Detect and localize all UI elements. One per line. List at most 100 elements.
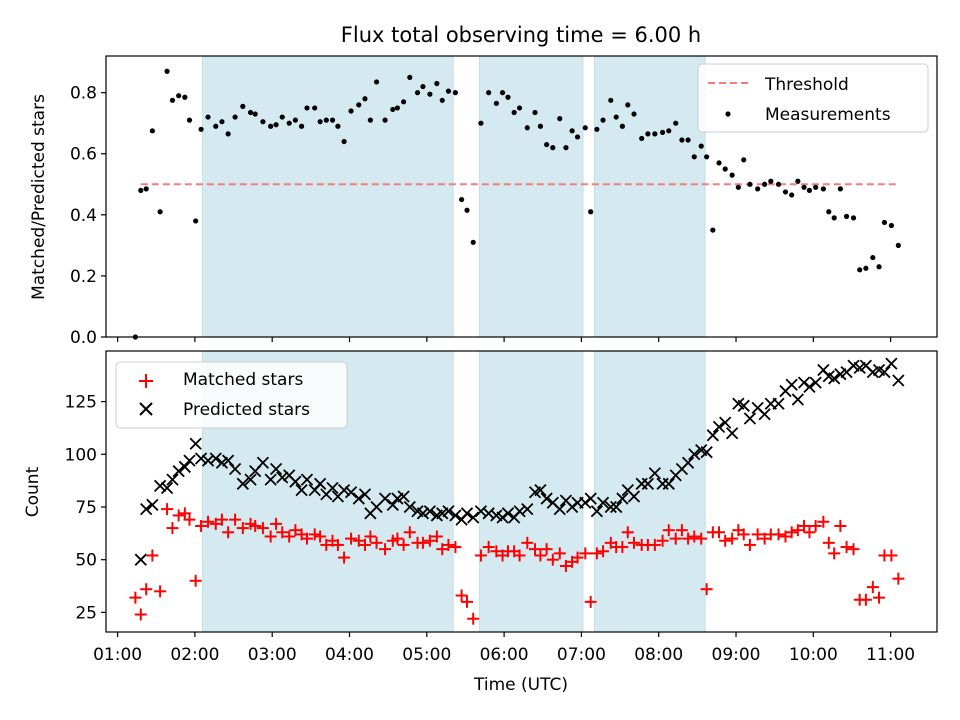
measurement-point <box>292 117 298 123</box>
matched-star-point <box>669 532 682 545</box>
predicted-star-point <box>352 492 365 505</box>
matched-star-point <box>758 532 771 545</box>
matched-star-point <box>616 541 629 554</box>
matched-star-point <box>529 543 542 556</box>
matched-star-point <box>134 608 147 621</box>
predicted-star-point <box>222 454 235 467</box>
matched-star-point <box>308 528 321 541</box>
matched-star-point <box>403 526 416 539</box>
matched-star-point <box>627 536 640 549</box>
measurement-point <box>232 114 238 120</box>
measurement-point <box>588 209 594 215</box>
measurement-point <box>673 120 679 126</box>
predicted-star-point <box>358 488 372 501</box>
legend-matched-swatch <box>139 374 153 388</box>
matched-star-point <box>785 526 798 539</box>
y-tick-label: 0.6 <box>70 145 97 165</box>
matched-star-point <box>379 543 392 556</box>
matched-star-point <box>209 517 222 530</box>
matched-star-point <box>215 513 228 526</box>
matched-star-point <box>331 538 344 551</box>
measurement-point <box>881 219 888 226</box>
bottom-legend-box <box>115 361 348 429</box>
measurement-point <box>394 105 401 111</box>
bottom-y-ticks: 25 50 75 100 125 <box>65 393 106 623</box>
measurement-point <box>414 90 421 96</box>
y-tick-label: 50 <box>75 551 97 571</box>
predicted-star-point <box>706 429 719 442</box>
matched-star-point <box>222 526 235 539</box>
y-tick-label: 0.8 <box>70 84 97 104</box>
measurement-point <box>532 109 538 116</box>
measurement-point <box>613 114 619 120</box>
predicted-star-point <box>337 483 351 497</box>
measurement-point <box>563 145 569 151</box>
x-tick-label: 06:00 <box>480 645 529 665</box>
matched-star-point <box>590 547 603 560</box>
predicted-star-point <box>785 378 798 391</box>
measurement-point <box>356 102 362 108</box>
predicted-star-point <box>256 456 270 469</box>
matched-star-point <box>866 581 879 594</box>
measurement-point <box>895 242 901 248</box>
shaded-interval <box>594 350 706 633</box>
measurement-point <box>837 186 843 192</box>
matched-star-point <box>688 530 701 543</box>
measurement-point <box>729 172 735 178</box>
predicted-star-point <box>264 473 277 486</box>
predicted-star-point <box>397 490 410 503</box>
matched-star-point <box>436 543 449 556</box>
measurement-point <box>698 143 704 149</box>
measurement-point <box>631 111 637 117</box>
predicted-star-point <box>326 481 339 495</box>
measurement-point <box>445 88 452 94</box>
matched-star-point <box>397 538 410 551</box>
measurement-point <box>247 109 254 116</box>
top-y-ticks: 0.0 0.2 0.4 0.6 0.8 <box>70 84 106 348</box>
predicted-star-point <box>449 509 462 522</box>
measurement-point <box>439 97 445 103</box>
matched-star-point <box>737 528 750 541</box>
predicted-star-point <box>289 475 302 488</box>
matched-star-point <box>270 517 283 530</box>
x-tick-label: 02:00 <box>170 645 219 665</box>
bottom-axes-frame <box>105 350 938 633</box>
measurement-point <box>252 111 258 117</box>
measurement-point <box>888 222 894 229</box>
measurement-point <box>298 123 305 129</box>
predicted-star-point <box>295 483 308 497</box>
chart-title: Flux total observing time = 6.00 h <box>341 23 701 47</box>
matched-star-point <box>546 553 559 566</box>
legend-predicted-label: Predicted stars <box>183 400 310 420</box>
measurement-point <box>149 128 155 134</box>
measurement-point <box>493 100 499 106</box>
matched-star-point <box>430 530 443 543</box>
bottom-x-ticks: 01:00 02:00 03:00 04:00 05:00 06:00 07:00 08:00… <box>93 632 915 665</box>
predicted-star-point <box>772 397 785 410</box>
y-tick-label: 0.4 <box>70 206 97 226</box>
predicted-star-point <box>442 505 455 518</box>
measurement-point <box>164 68 170 74</box>
measurement-point <box>704 154 710 160</box>
measurement-point <box>427 91 433 97</box>
matched-star-point <box>146 549 159 562</box>
measurement-point <box>857 267 863 273</box>
x-tick-label: 05:00 <box>402 645 451 665</box>
x-tick-label: 08:00 <box>634 645 683 665</box>
measurement-point <box>478 120 484 126</box>
matched-star-point <box>840 541 853 554</box>
predicted-star-point <box>648 467 661 480</box>
measurement-point <box>801 184 807 190</box>
measurement-point <box>323 117 329 123</box>
predicted-star-point <box>700 446 713 459</box>
measurement-point <box>138 187 144 193</box>
matched-star-point <box>490 545 503 558</box>
measurement-point <box>317 119 323 125</box>
matched-star-point <box>648 538 661 551</box>
top-axes-frame <box>105 55 938 338</box>
measurement-point <box>574 134 581 140</box>
measurement-point <box>499 90 506 96</box>
measurement-point <box>843 213 850 219</box>
measurement-point <box>850 215 857 221</box>
matched-star-point <box>358 538 371 551</box>
